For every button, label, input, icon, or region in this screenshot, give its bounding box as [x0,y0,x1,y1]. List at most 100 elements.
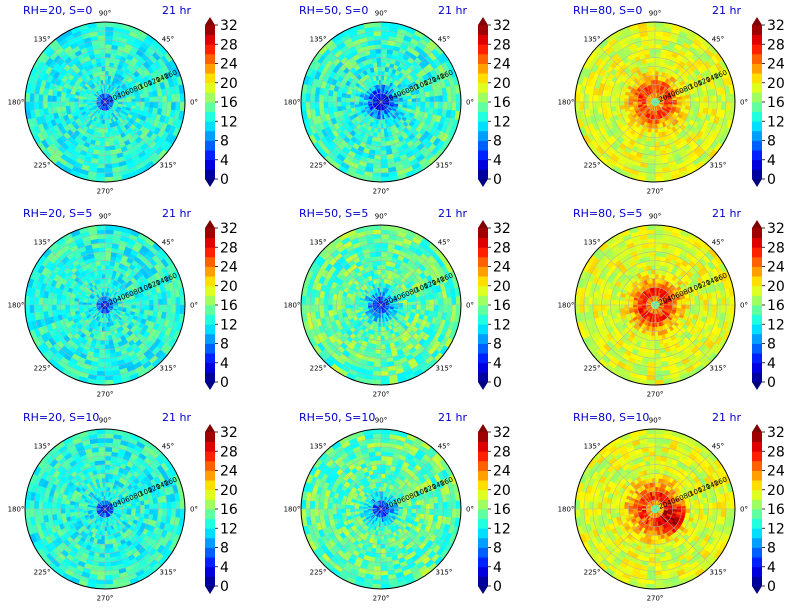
heatmap-field [575,22,735,182]
colorbar-segment [478,266,488,277]
colorbar-segment [478,528,488,539]
colorbar-segment [478,353,488,364]
colorbar-tick-label: 12 [767,521,785,537]
panel-time-label: 21 hr [438,4,467,17]
panel-time-label: 21 hr [162,207,191,220]
colorbar-segment [205,73,215,84]
colorbar-tick-label: 32 [220,18,238,34]
colorbar-segment [478,121,488,132]
radial-tick-label: 80 [682,490,693,501]
colorbar-segment [205,237,215,248]
colorbar-segment [752,92,762,103]
colorbar-segment [478,362,488,373]
angular-tick-label: 180° [8,302,25,310]
angular-tick-label: 270° [373,391,390,399]
polar-grid [301,225,461,385]
angular-tick-label: 180° [284,506,301,514]
colorbar-tick-label: 20 [767,76,785,92]
colorbar-tick-label: 20 [220,279,238,295]
colorbar-segment [478,237,488,248]
colorbar-segment [205,451,215,462]
colorbar-extend-min [205,586,215,594]
colorbar-tick-label: 20 [767,483,785,499]
colorbar-segment [205,44,215,55]
angular-tick-label: 180° [8,506,25,514]
colorbar-segment [205,576,215,587]
angular-tick-label: 315° [159,568,176,576]
angular-tick-label: 180° [284,99,301,107]
colorbar-tick-label: 12 [493,317,511,333]
colorbar-segment [205,276,215,287]
radial-tick-label: 20 [108,296,119,307]
colorbar-segment [205,518,215,529]
radial-tick-label: 60 [400,86,411,97]
colorbar-segment [205,480,215,491]
colorbar-segment [752,102,762,113]
angular-tick-label: 45° [438,443,450,451]
colorbar-tick-label: 16 [220,502,238,518]
colorbar-tick-label: 32 [493,18,511,34]
radial-tick-label: 60 [124,289,135,300]
colorbar-tick-label: 12 [767,317,785,333]
angular-tick-label: 135° [34,239,51,247]
radial-tick-label: 20 [384,296,395,307]
colorbar-tick-label: 12 [493,521,511,537]
angular-tick-label: 0° [466,302,474,310]
colorbar-segment [205,53,215,64]
panel-title: RH=50, S=0 [299,4,368,17]
polar-grid [575,22,735,182]
polar-frame [24,21,186,183]
radial-tick-label: 80 [408,490,419,501]
panel-title: RH=20, S=0 [23,4,92,17]
colorbar-segment [478,432,488,443]
radial-tick-label: 60 [124,86,135,97]
colorbar: 0 4 8 12 16 20 24 28 32 [752,424,785,595]
angular-tick-label: 270° [647,391,664,399]
colorbar-tick-label: 0 [493,172,502,188]
colorbar-tick-label: 4 [767,356,776,372]
panel-title: RH=50, S=10 [299,411,375,424]
polar-panel: 204060801001201401600°45°90°135°180°225°… [284,4,511,196]
colorbar-segment [478,547,488,558]
radial-tick-label: 40 [116,293,127,304]
colorbar-segment [205,305,215,316]
angular-tick-label: 45° [712,239,724,247]
colorbar-tick-label: 0 [220,172,229,188]
angular-tick-label: 315° [159,364,176,372]
colorbar-segment [752,451,762,462]
polar-frame [574,21,736,183]
colorbar-tick-label: 32 [220,221,238,237]
colorbar-segment [752,547,762,558]
colorbar-tick-label: 8 [220,337,229,353]
colorbar-tick-label: 20 [493,76,511,92]
colorbar-segment [752,140,762,151]
colorbar-tick-label: 32 [493,425,511,441]
radial-tick-label: 20 [384,500,395,511]
polar-frame [574,224,736,386]
colorbar-segment [752,34,762,45]
polar-grid [25,22,185,182]
radial-tick-label: 80 [408,83,419,94]
colorbar-segment [752,537,762,548]
angular-tick-label: 90° [375,417,387,425]
radial-tick-label: 60 [400,289,411,300]
colorbar-segment [478,460,488,471]
colorbar-segment [752,460,762,471]
angular-tick-label: 225° [310,364,327,372]
colorbar-tick-label: 4 [493,356,502,372]
colorbar-segment [205,247,215,258]
colorbar-tick-label: 0 [767,579,776,595]
angular-tick-label: 135° [310,36,327,44]
colorbar-segment [752,295,762,306]
angular-tick-label: 315° [709,568,726,576]
colorbar-segment [205,441,215,452]
angular-tick-label: 0° [740,506,748,514]
colorbar: 0 4 8 12 16 20 24 28 32 [205,17,238,188]
angular-tick-label: 225° [34,364,51,372]
colorbar-segment [752,63,762,74]
radial-tick-label: 20 [384,93,395,104]
angular-tick-label: 315° [435,364,452,372]
colorbar: 0 4 8 12 16 20 24 28 32 [752,220,785,391]
colorbar-tick-label: 28 [220,240,238,256]
colorbar-segment [752,237,762,248]
